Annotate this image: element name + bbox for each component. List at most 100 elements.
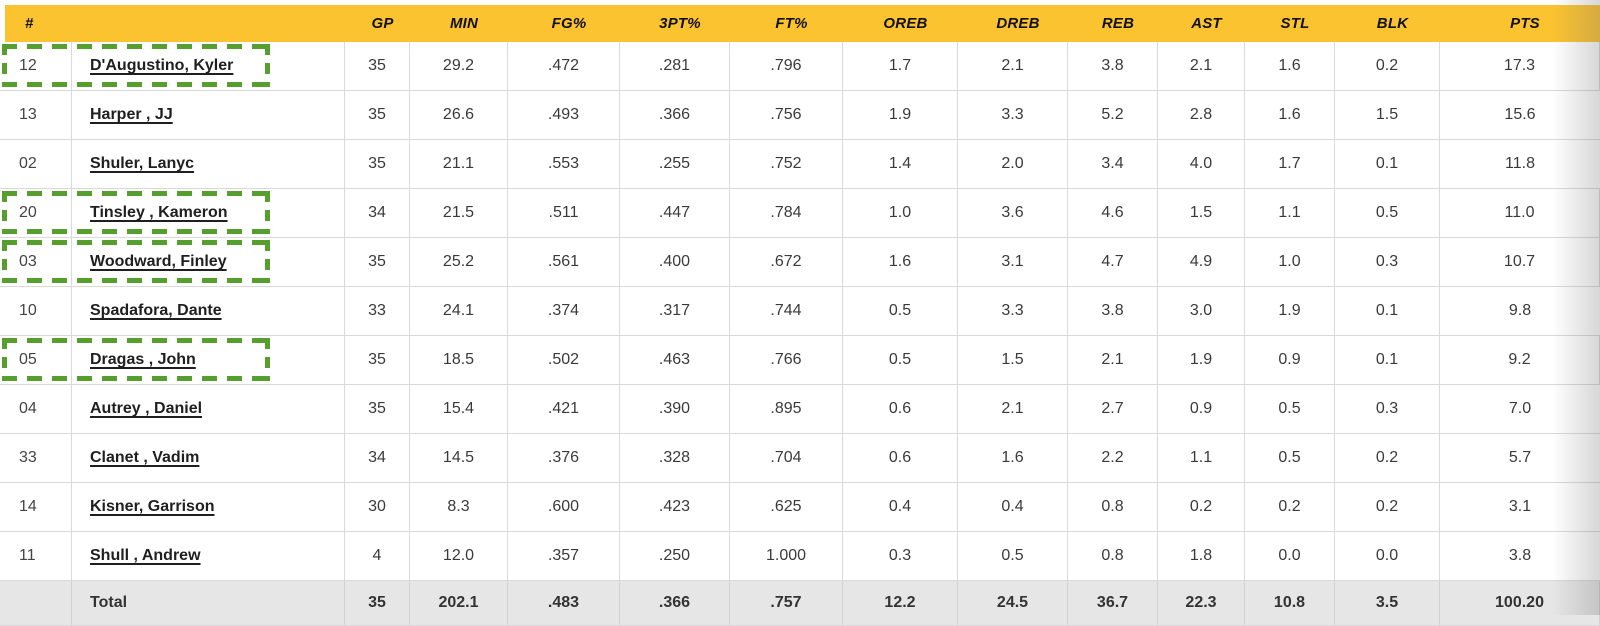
stat-cell-gp: 35 (345, 140, 410, 188)
player-name-link[interactable]: Woodward, Finley (90, 253, 227, 270)
stat-cell-3pt%: .250 (620, 532, 730, 580)
column-header-AST: AST (1191, 15, 1222, 32)
total-stat-fg%: .483 (508, 581, 620, 625)
stat-cell-reb: 2.7 (1068, 385, 1158, 433)
player-name-link[interactable]: Shull , Andrew (90, 547, 201, 564)
jersey-number: 12 (0, 42, 72, 90)
stat-cell-gp: 35 (345, 336, 410, 384)
column-header-MIN: MIN (449, 15, 479, 32)
total-stat-dreb: 24.5 (958, 581, 1068, 625)
player-stats-table: # GP MIN FG% 3PT% FT% OREB DREB REB AST STL BLK PTS … (0, 5, 1600, 626)
table-row: 14 Kisner, Garrison 30 8.3.600.423.625 0.4 0.… (0, 483, 1600, 532)
table-row: 12 D'Augustino, Kyler 35 29.2.472.281.796 1.… (0, 42, 1600, 91)
stat-cell-fg%: .357 (508, 532, 620, 580)
stat-cell-blk: 0.5 (1335, 189, 1440, 237)
stat-cell-3pt%: .463 (620, 336, 730, 384)
table-row: 10 Spadafora, Dante 33 24.1.374.317.744 0.5 3… (0, 287, 1600, 336)
stat-cell-oreb: 0.3 (843, 532, 958, 580)
stat-cell-3pt%: .423 (620, 483, 730, 531)
column-header-player-name (77, 5, 350, 42)
stat-cell-pts: 17.3 (1440, 42, 1600, 90)
stat-cell-pts: 9.2 (1440, 336, 1600, 384)
column-header-3PT%: 3PT% (659, 15, 701, 32)
stat-cell-stl: 0.9 (1245, 336, 1335, 384)
player-name-cell: Clanet , Vadim (72, 434, 345, 482)
player-name-link[interactable]: Clanet , Vadim (90, 449, 200, 466)
stat-cell-pts: 10.7 (1440, 238, 1600, 286)
stat-cell-dreb: 0.4 (958, 483, 1068, 531)
total-stat-min: 202.1 (410, 581, 508, 625)
total-stat-gp: 35 (345, 581, 410, 625)
stat-cell-pts: 9.8 (1508, 302, 1532, 319)
player-name-link[interactable]: Tinsley , Kameron (90, 204, 228, 221)
stat-cell-ft%: .704 (730, 434, 843, 482)
jersey-number: 13 (0, 91, 72, 139)
stat-cell-fg%: .553 (508, 140, 620, 188)
player-name-cell: Shuler, Lanyc (72, 140, 345, 188)
stat-cell-stl: 1.6 (1245, 91, 1335, 139)
stat-cell-pts: 11.0 (1440, 189, 1600, 237)
stat-cell-dreb: 3.3 (958, 287, 1068, 335)
stat-cell-stl: 1.0 (1245, 238, 1335, 286)
stat-cell-stl: 0.5 (1245, 434, 1335, 482)
stat-cell-reb: 3.8 (1068, 287, 1158, 335)
stat-cell-blk: 0.1 (1335, 336, 1440, 384)
jersey-number: 33 (0, 434, 72, 482)
jersey-number: 03 (0, 238, 72, 286)
column-header-REB: REB (1101, 15, 1135, 32)
stat-cell-oreb: 0.6 (843, 385, 958, 433)
stat-cell-blk: 0.0 (1335, 532, 1440, 580)
player-name-cell: Shull , Andrew (72, 532, 345, 580)
stat-cell-min: 18.5 (410, 336, 508, 384)
stat-cell-ast: 2.1 (1158, 42, 1245, 90)
stat-cell-oreb: 1.4 (843, 140, 958, 188)
stat-cell-fg%: .493 (508, 91, 620, 139)
stat-cell-reb: 3.4 (1068, 140, 1158, 188)
player-name-link[interactable]: Spadafora, Dante (90, 302, 222, 319)
stat-cell-min: 25.2 (410, 238, 508, 286)
stat-cell-blk: 0.1 (1335, 287, 1440, 335)
total-stat-ft%: .757 (730, 581, 843, 625)
stat-cell-gp: 30 (345, 483, 410, 531)
player-name-link[interactable]: Harper , JJ (90, 106, 173, 123)
stat-cell-oreb: 0.5 (843, 287, 958, 335)
jersey-number: 14 (0, 483, 72, 531)
stat-cell-ft%: .895 (730, 385, 843, 433)
player-name-link[interactable]: Kisner, Garrison (90, 498, 215, 515)
stat-cell-oreb: 1.6 (843, 238, 958, 286)
player-name-link[interactable]: D'Augustino, Kyler (90, 57, 234, 74)
stat-cell-ft%: 1.000 (730, 532, 843, 580)
stat-cell-ast: 1.9 (1158, 336, 1245, 384)
stat-cell-3pt%: .255 (620, 140, 730, 188)
stat-cell-reb: 4.6 (1068, 189, 1158, 237)
stat-cell-min: 12.0 (410, 532, 508, 580)
jersey-number: 11 (0, 532, 72, 580)
table-row: 20 Tinsley , Kameron 34 21.5.511.447.784 1.0… (0, 189, 1600, 238)
column-header-GP: GP (371, 15, 394, 32)
stat-cell-ft%: .672 (730, 238, 843, 286)
stat-cell-pts: 5.7 (1508, 449, 1532, 466)
stat-cell-min: 21.1 (410, 140, 508, 188)
stat-cell-gp: 35 (345, 385, 410, 433)
player-name-link[interactable]: Autrey , Daniel (90, 400, 203, 417)
stat-cell-ast: 4.0 (1158, 140, 1245, 188)
stat-cell-dreb: 1.6 (958, 434, 1068, 482)
total-stat-reb: 36.7 (1068, 581, 1158, 625)
stat-cell-oreb: 1.7 (843, 42, 958, 90)
stat-cell-blk: 0.2 (1335, 434, 1440, 482)
player-name-link[interactable]: Dragas , John (90, 351, 196, 368)
stat-cell-ast: 2.8 (1158, 91, 1245, 139)
stat-cell-ast: 3.0 (1158, 287, 1245, 335)
player-name-cell: Harper , JJ (72, 91, 345, 139)
stat-cell-min: 15.4 (410, 385, 508, 433)
stat-cell-oreb: 1.0 (843, 189, 958, 237)
stat-cell-dreb: 0.5 (958, 532, 1068, 580)
player-name-link[interactable]: Shuler, Lanyc (90, 155, 195, 172)
total-stat-stl: 10.8 (1245, 581, 1335, 625)
column-header-FT%: FT% (775, 15, 808, 32)
total-stat-pts: 100.20 (1440, 581, 1600, 625)
stat-cell-pts: 15.6 (1504, 106, 1536, 123)
stat-cell-stl: 0.2 (1245, 483, 1335, 531)
stat-cell-fg%: .376 (508, 434, 620, 482)
stat-cell-gp: 4 (345, 532, 410, 580)
